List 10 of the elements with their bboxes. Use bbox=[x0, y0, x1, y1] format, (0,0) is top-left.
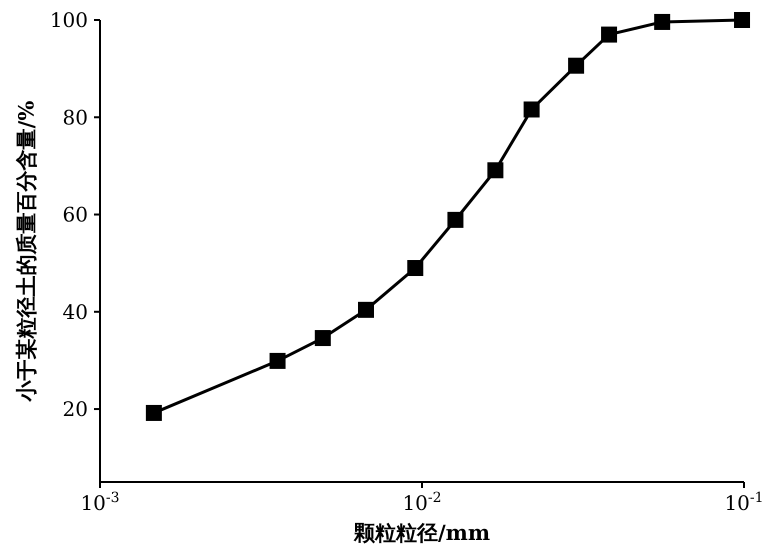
y-tick-label: 100 bbox=[50, 8, 88, 32]
x-tick-label: 10$^{-3}$ bbox=[80, 490, 120, 515]
y-tick-label: 80 bbox=[62, 105, 88, 130]
y-tick-label: 60 bbox=[62, 202, 88, 227]
y-tick-label: 40 bbox=[62, 300, 88, 324]
y-tick-label: 20 bbox=[62, 397, 88, 422]
x-axis-title: 颗粒粒径/mm bbox=[352, 520, 490, 545]
y-axis-title: 小于某粒径土的质量百分含量/% bbox=[13, 100, 38, 402]
x-tick-label: 10$^{-1}$ bbox=[724, 490, 764, 515]
x-tick-label: 10$^{-2}$ bbox=[402, 490, 442, 515]
